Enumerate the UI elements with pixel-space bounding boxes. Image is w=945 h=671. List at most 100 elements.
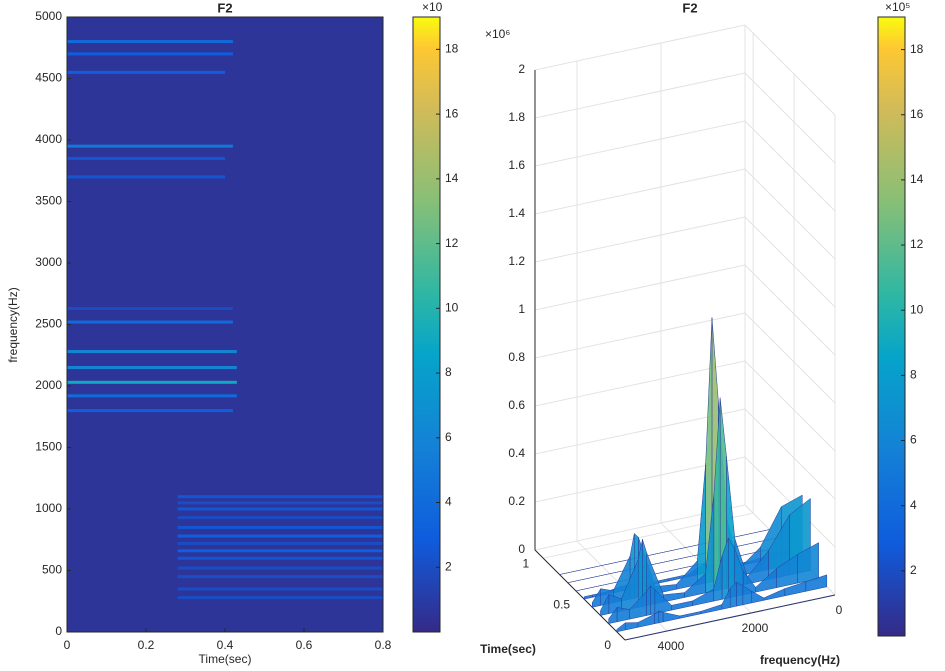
- surface-segment: [601, 564, 606, 566]
- spectral-band: [177, 534, 383, 538]
- surface-segment: [813, 594, 836, 600]
- surface-segment: [771, 603, 794, 609]
- z-tick-label: 1.6: [508, 158, 525, 172]
- spectral-band: [67, 366, 237, 370]
- colorbar-tick-label: 10: [445, 300, 459, 314]
- spectral-band: [67, 70, 225, 74]
- grid-line: [744, 216, 836, 308]
- x-tick-label: 0.4: [217, 638, 234, 652]
- colorbar-tick-label: 4: [445, 495, 452, 509]
- y-tick-label: 0: [55, 624, 62, 638]
- surface-segment: [588, 574, 606, 579]
- colorbar-tick-label: 8: [910, 368, 917, 382]
- y-tick-label: 5000: [35, 9, 62, 23]
- spectral-band: [177, 575, 383, 579]
- spectral-band: [177, 501, 383, 505]
- spectral-band: [67, 350, 237, 354]
- colorbar-tick-label: 6: [910, 433, 917, 447]
- z-tick-label: 1.4: [508, 206, 525, 220]
- grid-line: [534, 264, 746, 311]
- colorbar: [877, 16, 906, 637]
- colorbar: [412, 16, 441, 633]
- heatmap-background: [67, 17, 383, 632]
- surface-segment: [759, 608, 773, 612]
- surface-segment: [679, 611, 702, 619]
- surface-segment: [583, 594, 593, 600]
- surface-segment: [671, 626, 689, 631]
- y-axis-label: frequency(Hz): [6, 287, 20, 362]
- surface-segment: [580, 566, 598, 571]
- grid-line: [744, 408, 836, 500]
- z-tick-label: 1: [518, 302, 525, 316]
- surface-segment: [792, 599, 815, 605]
- surface-segment: [584, 586, 597, 590]
- surface-segment: [685, 545, 694, 548]
- chart-title: F2: [217, 0, 232, 15]
- surface-segment: [567, 580, 577, 583]
- grid-line: [534, 168, 746, 215]
- spectral-band: [67, 52, 233, 56]
- spectral-band: [67, 156, 225, 160]
- spectral-band: [177, 525, 383, 529]
- grid-line: [744, 360, 836, 452]
- spectral-band: [177, 495, 383, 499]
- surface-segment: [671, 600, 693, 611]
- x-tick-label: 0: [836, 603, 843, 617]
- grid-line: [744, 24, 836, 116]
- y-tick-label: 4500: [35, 71, 62, 85]
- surface-segment: [605, 573, 610, 575]
- surface-segment: [700, 604, 723, 615]
- grid-line: [744, 264, 836, 356]
- grid-line: [744, 312, 836, 404]
- surface-segment: [596, 582, 614, 587]
- grid-line: [744, 168, 836, 260]
- surface-segment: [697, 462, 706, 586]
- surface-segment: [567, 569, 581, 573]
- surface-segment: [735, 541, 757, 547]
- colorbar-tick-label: 12: [910, 237, 924, 251]
- colorbar-tick-label: 14: [445, 171, 459, 185]
- surface-segment: [605, 560, 623, 565]
- spectral-band: [177, 587, 383, 591]
- surface-segment: [624, 622, 639, 631]
- y-tick-label: 2500: [35, 317, 62, 331]
- surface-segment: [645, 631, 663, 636]
- spectral-band: [177, 516, 383, 520]
- spectral-band: [177, 566, 383, 570]
- spectral-band: [177, 549, 383, 553]
- surface-segment: [654, 589, 672, 615]
- z-tick-label: 2: [518, 62, 525, 76]
- colorbar-tick-label: 16: [910, 107, 924, 121]
- y-tick-label: 4000: [35, 132, 62, 146]
- surface-segment: [729, 615, 739, 618]
- spectral-band: [67, 394, 237, 398]
- colorbar-tick-label: 10: [910, 302, 924, 316]
- surface-segment: [597, 565, 602, 567]
- grid-line: [534, 216, 746, 263]
- y-tick-label: 3000: [35, 255, 62, 269]
- z-tick-label: 1.8: [508, 110, 525, 124]
- y-tick-label: 1: [522, 556, 529, 570]
- surface-segment: [680, 566, 690, 569]
- z-tick-label: 0.2: [508, 494, 525, 508]
- surface-segment: [750, 590, 765, 604]
- surface-segment: [659, 568, 681, 574]
- surface-segment: [633, 635, 647, 639]
- y-tick-label: 500: [42, 563, 62, 577]
- surface-segment: [624, 637, 634, 641]
- z-exponent: ×10⁶: [485, 27, 510, 41]
- colorbar-tick-label: 18: [910, 42, 924, 56]
- colorbar-tick-label: 12: [445, 236, 459, 250]
- spectral-band: [177, 596, 383, 600]
- x-tick-label: 0: [64, 638, 71, 652]
- x-axis-label: Time(sec): [199, 652, 252, 666]
- x-tick-label: 0.8: [375, 638, 392, 652]
- surface-segment: [662, 612, 681, 623]
- surface-segment: [575, 588, 585, 592]
- colorbar-exponent: ×10⁵: [885, 0, 910, 14]
- surface-segment: [672, 558, 682, 561]
- surface-segment: [687, 555, 694, 558]
- y-tick-label: 0.5: [553, 597, 570, 611]
- colorbar-tick-label: 16: [445, 106, 459, 120]
